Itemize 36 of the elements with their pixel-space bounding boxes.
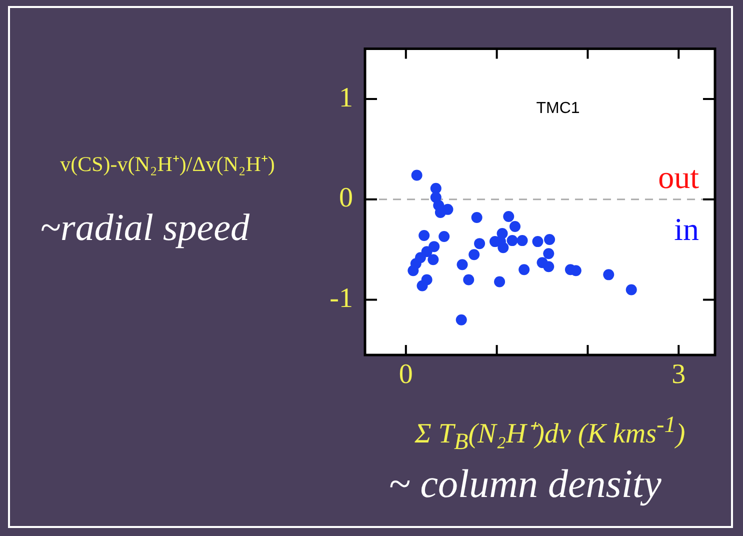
point	[518, 264, 530, 276]
point	[603, 269, 614, 280]
point	[543, 261, 554, 272]
y-axis-title: v(CS)-v(N₂H⁺)/Δv(N₂H⁺)	[59, 151, 276, 178]
point	[428, 254, 439, 266]
point	[408, 265, 419, 276]
point	[411, 170, 422, 181]
point	[510, 220, 520, 232]
point	[503, 210, 514, 222]
point	[430, 182, 442, 194]
point	[516, 235, 528, 246]
text: ~ column density	[388, 460, 662, 507]
point	[468, 249, 480, 260]
point	[456, 314, 467, 326]
text: ~radial speed	[40, 206, 250, 250]
annotation: in	[674, 210, 699, 247]
y-tick-label: 1	[339, 82, 353, 114]
y-tick-label: -1	[330, 283, 353, 314]
point	[543, 248, 554, 260]
point	[416, 280, 428, 292]
point	[544, 234, 556, 246]
point	[456, 259, 468, 270]
annotation: out	[658, 158, 700, 195]
point	[438, 231, 450, 242]
point	[506, 235, 518, 246]
point	[626, 284, 637, 296]
point	[463, 274, 474, 286]
x-tick-label: 3	[672, 359, 686, 390]
point	[494, 276, 506, 288]
point	[532, 236, 544, 248]
text: TMC1	[536, 100, 580, 118]
point	[474, 238, 486, 250]
x-axis-title: Σ T$_{B}$(N₂H⁺)dv (K kms$^{-1}$)	[414, 412, 686, 456]
point	[418, 230, 430, 242]
y-tick-label: 0	[339, 182, 353, 214]
point	[471, 212, 482, 223]
